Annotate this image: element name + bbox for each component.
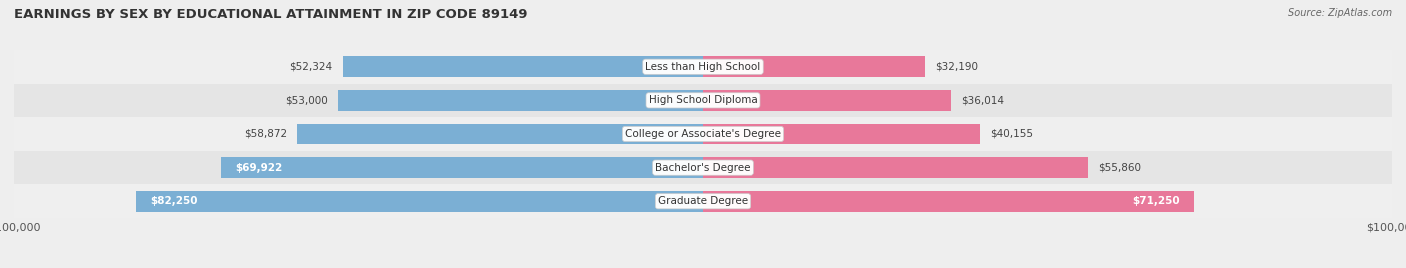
Bar [298,124,703,144]
Bar [703,124,980,144]
Text: $71,250: $71,250 [1132,196,1180,206]
Text: Source: ZipAtlas.com: Source: ZipAtlas.com [1288,8,1392,18]
Bar [14,184,1392,218]
Bar [14,84,1392,117]
Bar [343,56,703,77]
Text: $32,190: $32,190 [935,62,979,72]
Text: $69,922: $69,922 [235,163,283,173]
Text: EARNINGS BY SEX BY EDUCATIONAL ATTAINMENT IN ZIP CODE 89149: EARNINGS BY SEX BY EDUCATIONAL ATTAINMEN… [14,8,527,21]
Bar [221,157,703,178]
Text: Bachelor's Degree: Bachelor's Degree [655,163,751,173]
Bar [337,90,703,111]
Text: $40,155: $40,155 [990,129,1033,139]
Text: Graduate Degree: Graduate Degree [658,196,748,206]
Bar [703,56,925,77]
Text: $53,000: $53,000 [285,95,328,105]
Text: $36,014: $36,014 [962,95,1004,105]
Text: $52,324: $52,324 [290,62,332,72]
Bar [703,191,1194,212]
Text: $58,872: $58,872 [245,129,287,139]
Text: Less than High School: Less than High School [645,62,761,72]
Bar [14,50,1392,84]
Text: $55,860: $55,860 [1098,163,1142,173]
Bar [14,117,1392,151]
Text: High School Diploma: High School Diploma [648,95,758,105]
Text: $82,250: $82,250 [150,196,198,206]
Bar [14,151,1392,184]
Text: College or Associate's Degree: College or Associate's Degree [626,129,780,139]
Bar [703,157,1088,178]
Bar [136,191,703,212]
Bar [703,90,950,111]
